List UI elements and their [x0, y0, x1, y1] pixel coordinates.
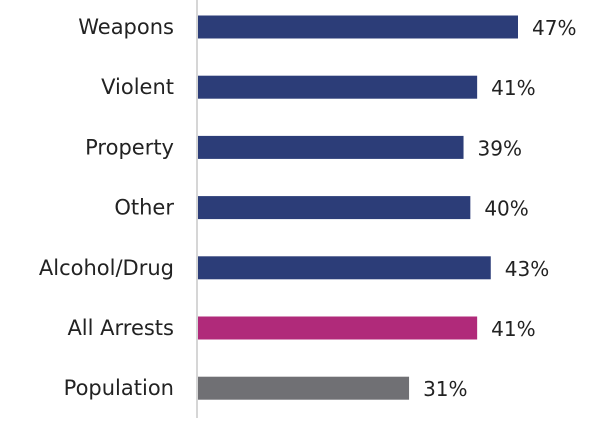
value-label-other: 40%	[484, 197, 528, 221]
value-label-weapons: 47%	[532, 16, 576, 40]
bar-property	[198, 135, 464, 159]
category-label-violent: Violent	[101, 75, 174, 99]
category-label-all-arrests: All Arrests	[67, 316, 174, 340]
bar-weapons	[198, 15, 518, 39]
bars-group: Weapons 47% Violent 41% Property 39% Other 40% A…	[39, 15, 577, 401]
bar-all-arrests	[198, 316, 478, 340]
bar-violent	[198, 75, 478, 99]
category-label-alcohol-drug: Alcohol/Drug	[39, 256, 174, 280]
bar-other	[198, 196, 471, 220]
bar-alcohol-drug	[198, 256, 491, 280]
value-label-all-arrests: 41%	[491, 317, 535, 341]
value-label-property: 39%	[478, 136, 522, 160]
category-label-weapons: Weapons	[78, 15, 174, 39]
category-label-property: Property	[85, 135, 174, 159]
value-label-population: 31%	[423, 377, 467, 401]
value-label-violent: 41%	[491, 76, 535, 100]
category-label-other: Other	[114, 196, 174, 220]
bar-population	[198, 376, 410, 400]
value-label-alcohol-drug: 43%	[505, 257, 549, 281]
category-label-population: Population	[64, 376, 174, 400]
